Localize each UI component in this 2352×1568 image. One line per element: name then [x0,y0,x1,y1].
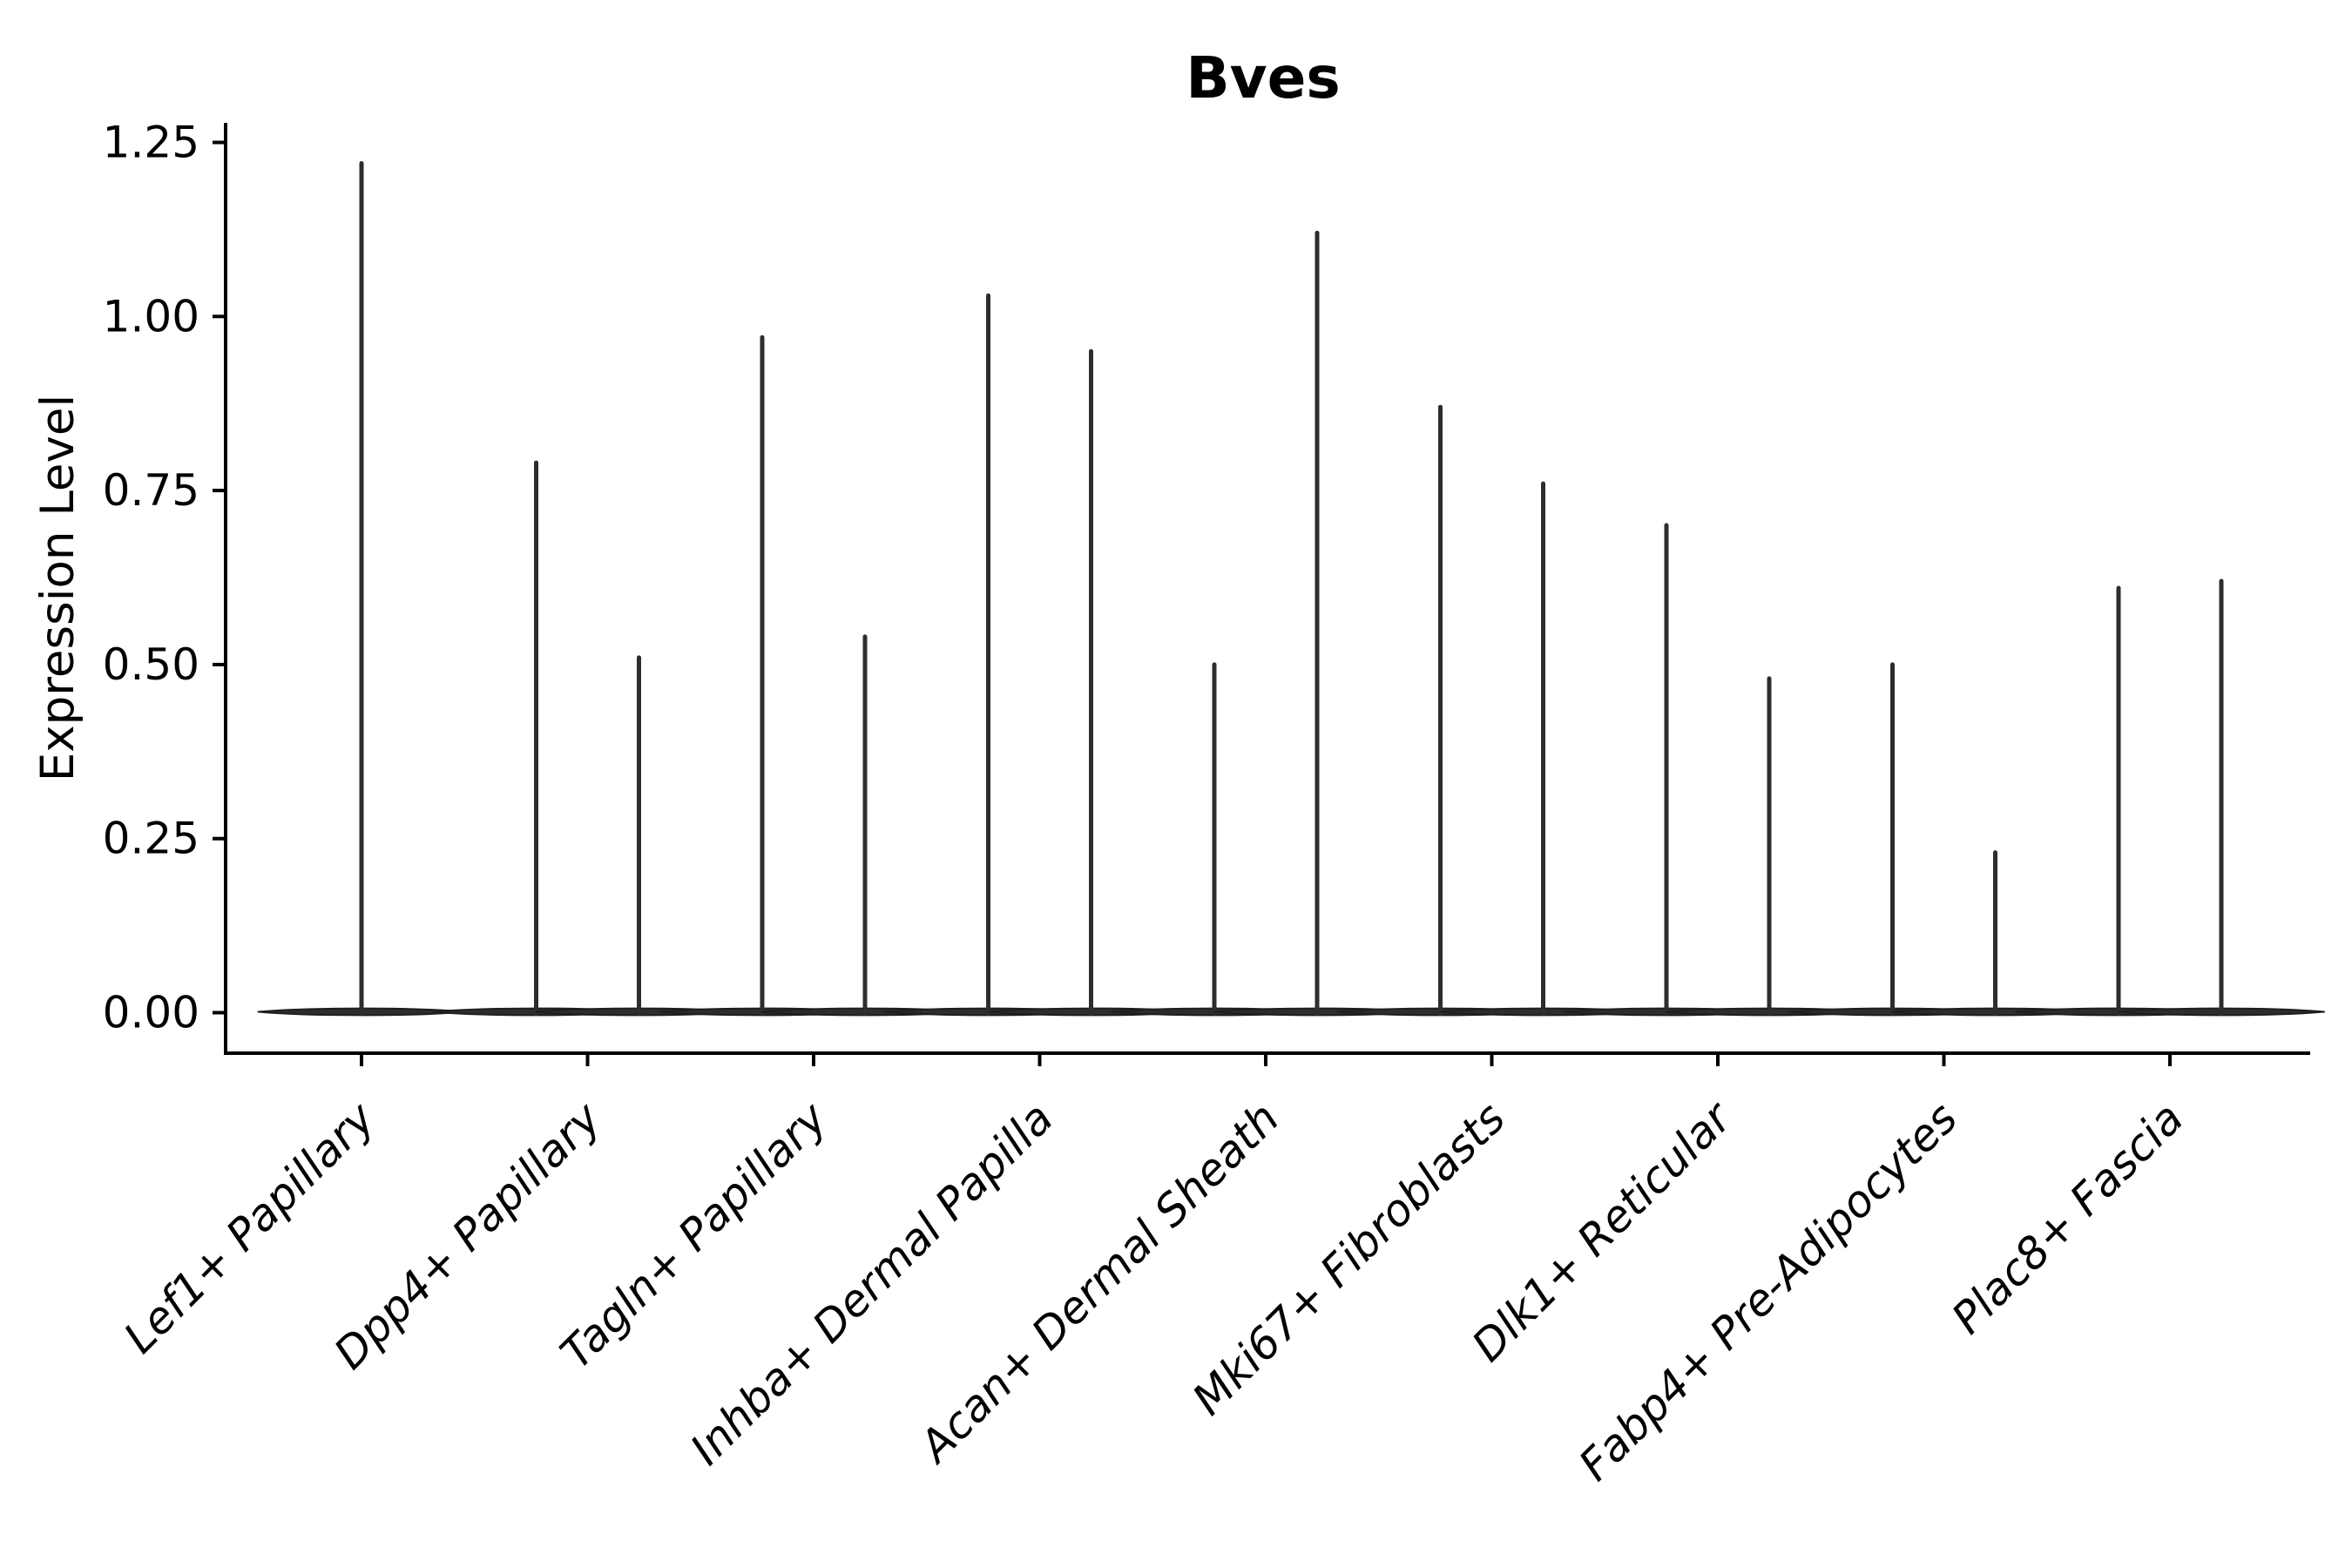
violins-group [257,160,2325,1017]
y-tick-label: 1.25 [103,118,199,168]
violin [257,160,466,1017]
violin [1666,676,1873,1017]
violin [987,348,1195,1017]
violin [432,460,640,1017]
y-tick-label: 0.50 [103,639,199,690]
chart-title: Bves [1186,44,1340,112]
x-tick-label: Inhba+ Dermal Papilla [681,1092,1063,1474]
x-tick-label: Plac8+ Fascia [1943,1092,2193,1343]
violin [1213,230,1421,1017]
y-tick-label: 0.25 [103,814,199,864]
y-tick-label: 1.00 [103,291,199,341]
violin [2118,578,2325,1017]
violin [1891,850,2099,1017]
violin [1111,662,1318,1017]
y-axis-ticks: 0.00 0.25 0.50 0.75 1.00 1.25 [103,118,226,1038]
violin [659,335,866,1017]
violin [1788,662,1997,1017]
violin [884,293,1092,1017]
violin [761,634,969,1017]
violin [1336,404,1544,1017]
y-tick-label: 0.00 [103,988,199,1038]
violin [2015,585,2222,1017]
violin [535,655,743,1017]
y-tick-label: 0.75 [103,465,199,516]
violin [1563,523,1770,1017]
x-tick-label: Acan+ Dermal Sheath [909,1092,1289,1473]
y-axis-label: Expression Level [31,395,84,781]
x-tick-label: Fabp4+ Pre-Adipocytes [1569,1092,1967,1490]
violin [1439,481,1647,1017]
